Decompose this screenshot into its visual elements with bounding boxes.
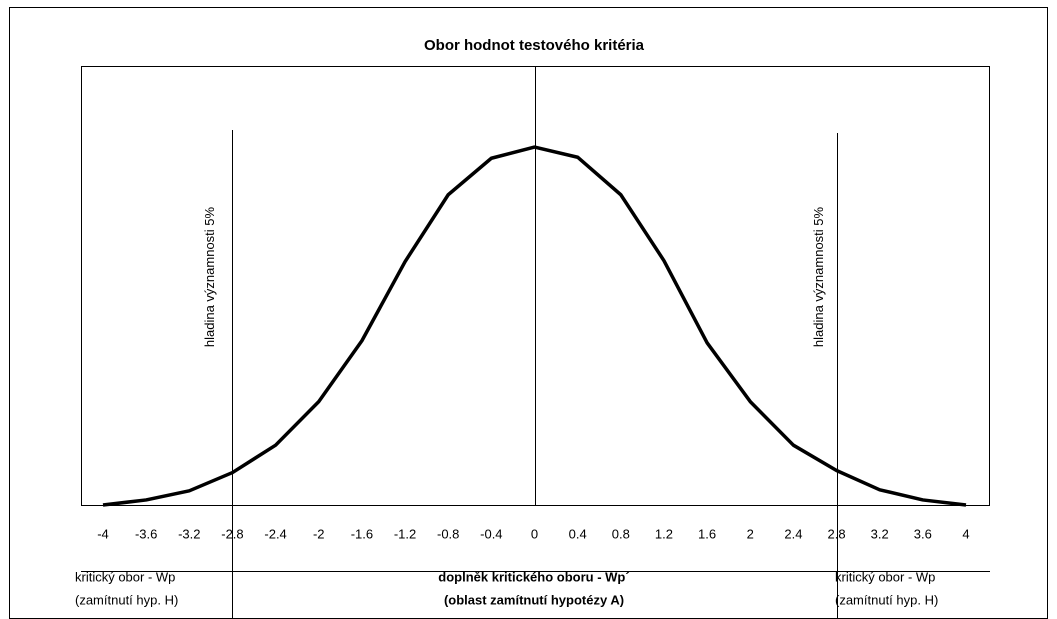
region-label: doplněk kritického oboru - Wp´: [438, 569, 629, 584]
x-tick-label: -2: [313, 526, 325, 541]
curve: [102, 145, 967, 507]
chart-border: [9, 7, 1048, 619]
region-sublabel: (zamítnutí hyp. H): [835, 592, 938, 607]
x-tick-label: 1.6: [698, 526, 716, 541]
x-tick-label: 2.4: [784, 526, 802, 541]
x-tick-label: -0.4: [480, 526, 502, 541]
x-tick-label: -3.2: [178, 526, 200, 541]
annotation: hladina významnosti 5%: [811, 206, 826, 347]
x-tick-label: -3.6: [135, 526, 157, 541]
x-tick-label: -0.8: [437, 526, 459, 541]
x-tick-label: 2: [747, 526, 754, 541]
region-sublabel: (zamítnutí hyp. H): [75, 592, 178, 607]
region-label: kritický obor - Wp: [835, 569, 935, 584]
x-tick-label: 4: [962, 526, 969, 541]
annotation: hladina významnosti 5%: [202, 206, 217, 347]
x-tick-label: -2.4: [264, 526, 286, 541]
x-tick-label: 1.2: [655, 526, 673, 541]
x-tick-label: 0.8: [612, 526, 630, 541]
chart-title: Obor hodnot testového kritéria: [424, 37, 645, 54]
region-sublabel: (oblast zamítnutí hypotézy A): [444, 592, 624, 607]
x-tick-label: -1.6: [351, 526, 373, 541]
x-tick-label: 2.8: [828, 526, 846, 541]
x-tick-label: 3.2: [871, 526, 889, 541]
region-label: kritický obor - Wp: [75, 569, 175, 584]
x-tick-label: 3.6: [914, 526, 932, 541]
x-tick-label: -4: [97, 526, 109, 541]
x-tick-label: 0.4: [569, 526, 587, 541]
x-tick-label: 0: [531, 526, 538, 541]
x-tick-label: -1.2: [394, 526, 416, 541]
